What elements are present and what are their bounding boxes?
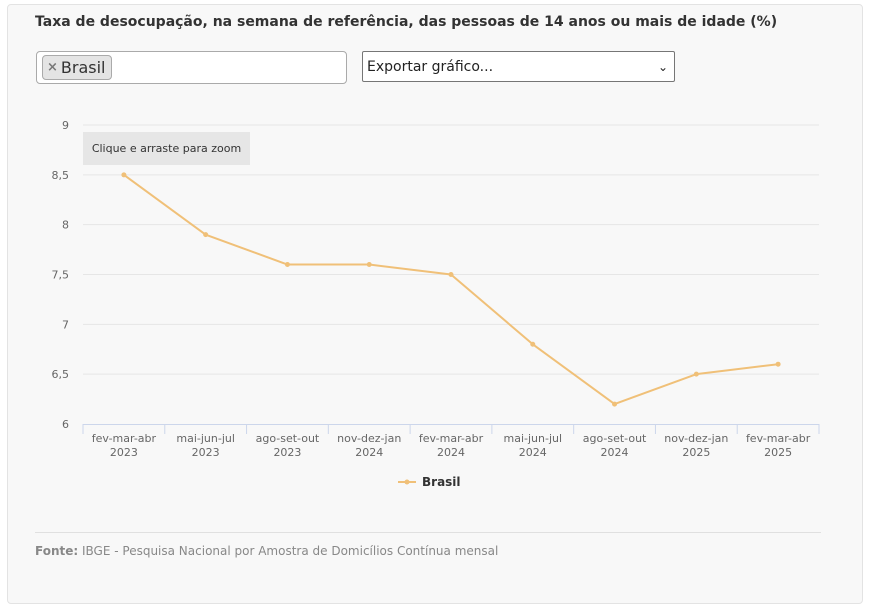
x-axis-labels: fev-mar-abr 2023 mai-jun-jul 2023 ago-set-ou… [92,432,811,459]
grid-lines [83,124,819,375]
y-tick-label: 8,5 [52,169,70,182]
y-tick-label: 9 [62,119,69,132]
selected-region-tag: × Brasil [42,55,112,80]
chart-title: Taxa de desocupação, na semana de referê… [35,14,778,30]
x-tick-label: ago-set-out 2024 [583,432,647,459]
chevron-down-icon: ⌄ [657,59,668,74]
legend-label: Brasil [422,475,461,489]
data-point[interactable] [448,272,454,277]
x-tick-label: nov-dez-jan 2025 [664,432,728,459]
series-line [123,174,779,406]
y-tick-label: 7,5 [52,269,70,282]
data-point[interactable] [693,371,699,377]
source-note: Fonte: IBGE - Pesquisa Nacional por Amos… [35,544,498,558]
source-text: IBGE - Pesquisa Nacional por Amostra de … [78,544,499,558]
legend-line-icon [398,479,416,485]
data-point[interactable] [530,341,536,347]
data-point[interactable] [775,361,781,367]
export-chart-select[interactable]: Exportar gráfico... ⌄ [362,51,675,82]
data-point[interactable] [612,401,618,407]
y-tick-label: 7 [62,318,69,331]
data-point[interactable] [366,262,372,268]
x-tick-label: mai-jun-jul 2024 [504,432,563,459]
legend-item-brasil[interactable]: Brasil [398,475,461,489]
y-tick-label: 8 [62,219,69,232]
remove-tag-icon[interactable]: × [47,60,58,75]
y-axis-labels: 6 6,5 7 7,5 8 8,5 9 [52,119,70,431]
export-chart-label: Exportar gráfico... [367,58,494,75]
x-tick-label: nov-dez-jan 2024 [337,432,401,459]
y-tick-label: 6,5 [52,368,70,381]
x-tick-label: ago-set-out 2023 [256,432,320,459]
y-tick-label: 6 [62,418,69,431]
data-point[interactable] [203,232,209,238]
divider [35,532,821,533]
x-tick-label: fev-mar-abr 2023 [92,432,157,459]
selected-region-label: Brasil [60,58,106,77]
x-tick-label: mai-jun-jul 2023 [176,432,235,459]
x-tick-label: fev-mar-abr 2024 [419,432,484,459]
x-tick-label: fev-mar-abr 2025 [746,432,811,459]
series-brasil [121,172,781,407]
data-point[interactable] [121,172,127,178]
chart-panel [7,4,863,604]
region-selector[interactable]: × Brasil [36,51,347,84]
data-point[interactable] [284,262,290,268]
x-axis [82,424,820,434]
source-label: Fonte: [35,544,79,558]
zoom-hint-tooltip: Clique e arraste para zoom [83,132,250,165]
